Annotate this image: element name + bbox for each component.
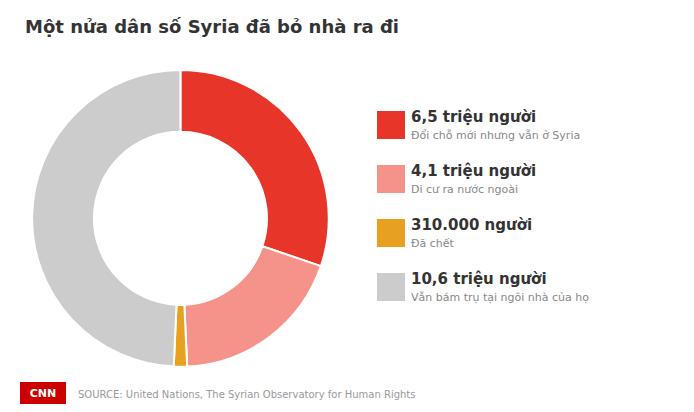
svg-text:SOURCE: United Nations, The Sy: SOURCE: United Nations, The Syrian Obser…	[78, 389, 415, 400]
svg-text:CNN: CNN	[30, 387, 57, 400]
svg-text:Đã chết: Đã chết	[411, 237, 455, 250]
svg-text:Vẫn bám trụ tại ngôi nhà của h: Vẫn bám trụ tại ngôi nhà của họ	[411, 291, 589, 304]
svg-text:Đổi chỗ mới nhưng vẫn ở Syria: Đổi chỗ mới nhưng vẫn ở Syria	[411, 129, 580, 142]
svg-text:Một nửa dân số Syria đã bỏ nhà: Một nửa dân số Syria đã bỏ nhà ra đi	[25, 16, 399, 37]
svg-text:4,1 triệu người: 4,1 triệu người	[411, 162, 536, 180]
svg-text:310.000 người: 310.000 người	[411, 216, 532, 234]
svg-text:6,5 triệu người: 6,5 triệu người	[411, 108, 536, 126]
svg-text:10,6 triệu người: 10,6 triệu người	[411, 270, 547, 288]
svg-text:Di cư ra nước ngoài: Di cư ra nước ngoài	[411, 183, 518, 196]
